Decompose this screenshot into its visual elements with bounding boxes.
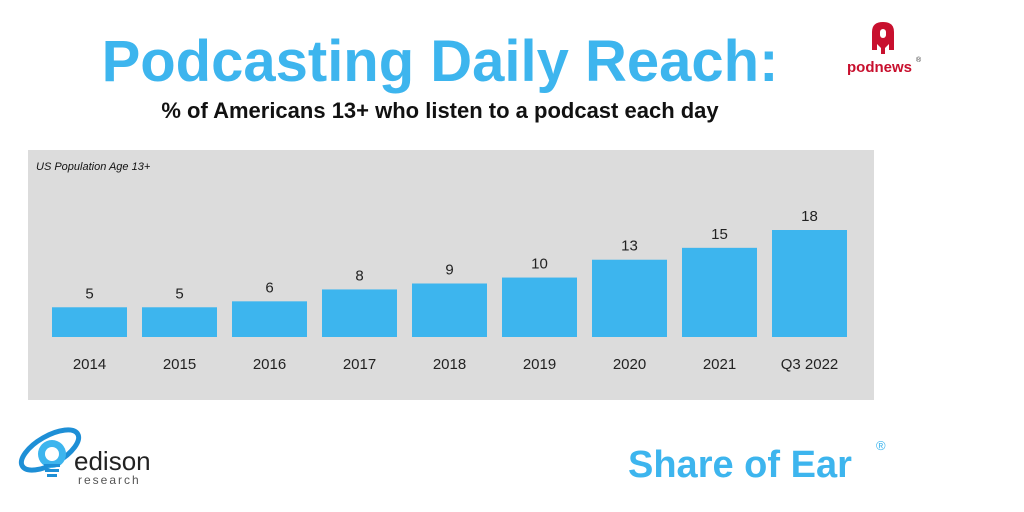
page-title: Podcasting Daily Reach: (101, 29, 779, 94)
x-tick-label: 2017 (343, 356, 376, 373)
bar-q3-2022 (772, 230, 847, 337)
podnews-mic-icon: podnews ® (847, 22, 922, 76)
edison-research-logo: edison research (14, 424, 184, 494)
x-tick-label: 2020 (613, 356, 646, 373)
edison-wordmark: edison (74, 446, 151, 476)
data-label: 13 (621, 238, 638, 255)
bar-2014 (52, 307, 127, 337)
x-tick-label: 2021 (703, 356, 736, 373)
data-label: 6 (265, 279, 273, 296)
bar-2019 (502, 277, 577, 337)
data-label: 9 (445, 262, 453, 279)
x-tick-label: 2016 (253, 356, 286, 373)
bar-2016 (232, 301, 307, 337)
share-of-ear-registered-mark: ® (876, 438, 886, 453)
podnews-logo: podnews ® (838, 20, 928, 80)
page-subtitle: % of Americans 13+ who listen to a podca… (161, 98, 719, 123)
bar-2020 (592, 259, 667, 337)
bar-2018 (412, 283, 487, 337)
x-tick-label: 2018 (433, 356, 466, 373)
bar-2017 (322, 289, 397, 337)
data-label: 15 (711, 226, 728, 243)
data-label: 18 (801, 208, 818, 225)
data-label: 10 (531, 256, 548, 273)
data-label: 5 (175, 285, 183, 302)
chart-note: US Population Age 13+ (36, 161, 151, 173)
bar-2015 (142, 307, 217, 337)
edison-subtitle: research (78, 473, 141, 487)
x-tick-label: 2015 (163, 356, 196, 373)
podnews-wordmark: podnews (847, 59, 912, 76)
x-tick-label: 2019 (523, 356, 556, 373)
edison-logo-icon: edison research (18, 427, 151, 487)
x-tick-label: Q3 2022 (781, 356, 839, 373)
podnews-registered-mark: ® (916, 56, 922, 64)
share-of-ear-logo: Share of Ear (628, 444, 852, 486)
bar-2021 (682, 247, 757, 337)
data-label: 5 (85, 285, 93, 302)
data-label: 8 (355, 267, 363, 284)
x-tick-label: 2014 (73, 356, 106, 373)
